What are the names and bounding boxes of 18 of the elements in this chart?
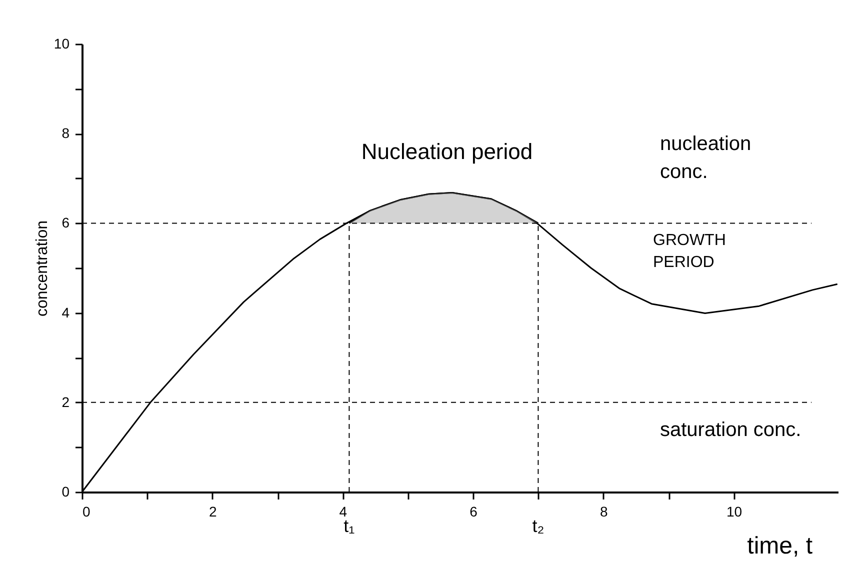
- y-axis-title: concentration: [34, 220, 51, 317]
- ref-line-label: saturation conc.: [660, 419, 802, 441]
- x-tick-label: 6: [470, 504, 478, 520]
- annotation: Nucleation period: [361, 139, 533, 164]
- x-tick-label: 0: [82, 504, 90, 520]
- ref-line-label: nucleation conc.: [660, 133, 752, 183]
- y-tick-label: 6: [62, 214, 70, 231]
- y-tick-label: 4: [62, 304, 70, 320]
- annotation: GROWTH PERIOD: [653, 232, 726, 271]
- x-tick-label: 2: [208, 504, 217, 520]
- y-tick-label: 10: [54, 36, 70, 52]
- x-tick-label: 8: [600, 504, 608, 520]
- x-tick-label: 10: [726, 504, 742, 520]
- y-tick-label: 2: [62, 394, 70, 410]
- ref-line-label: t₂: [532, 516, 544, 536]
- x-axis-title: time, t: [747, 532, 813, 560]
- y-tick-label: 8: [62, 125, 70, 142]
- y-tick-label: 0: [62, 484, 70, 500]
